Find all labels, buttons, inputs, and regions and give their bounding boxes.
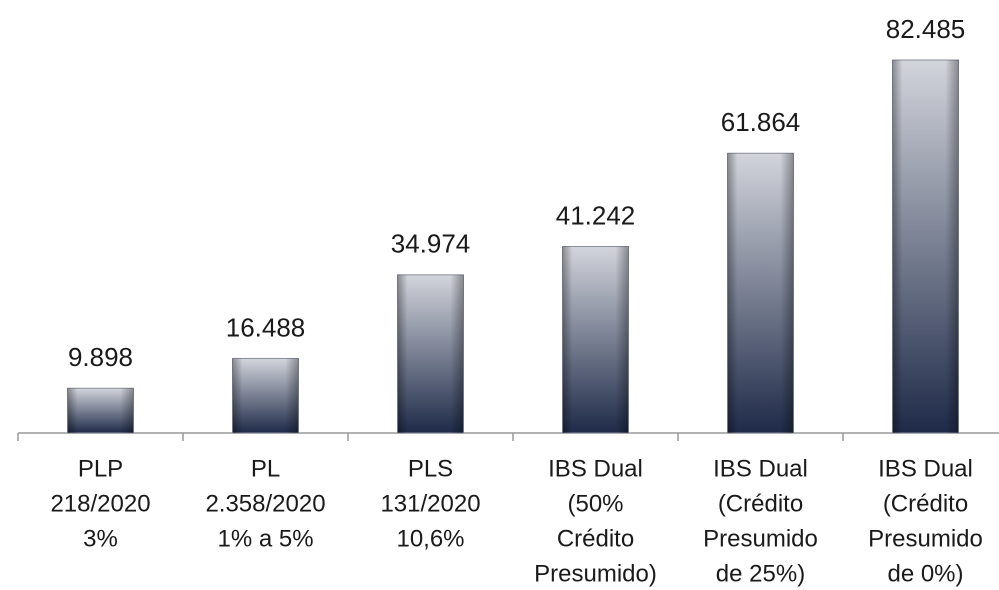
bar-shade: [67, 388, 134, 433]
category-label: 3%: [83, 525, 118, 552]
category-label: IBS Dual: [713, 455, 808, 482]
category-label: (Crédito: [883, 490, 968, 517]
category-label: Presumido: [703, 525, 818, 552]
bar-shade: [892, 60, 959, 433]
category-label: IBS Dual: [878, 455, 973, 482]
bar-shade: [562, 246, 629, 433]
category-label: de 0%): [887, 560, 963, 587]
value-label: 9.898: [68, 342, 133, 372]
category-label: 2.358/2020: [205, 490, 325, 517]
value-label: 34.974: [391, 229, 471, 259]
value-label: 16.488: [226, 312, 306, 342]
category-label: PLS: [408, 455, 453, 482]
bar-shade: [397, 274, 464, 433]
category-label: de 25%): [716, 560, 805, 587]
category-label: PLP: [78, 455, 123, 482]
category-label: Crédito: [557, 525, 634, 552]
value-label: 41.242: [556, 200, 636, 230]
category-label: (50%: [567, 490, 623, 517]
bar-shade: [232, 358, 299, 433]
category-label: 10,6%: [396, 525, 464, 552]
category-label: 131/2020: [380, 490, 480, 517]
value-label: 61.864: [721, 107, 801, 137]
category-label: (Crédito: [718, 490, 803, 517]
category-label: Presumido: [868, 525, 983, 552]
category-label: PL: [251, 455, 280, 482]
category-label: Presumido): [534, 560, 657, 587]
category-label: 218/2020: [50, 490, 150, 517]
bar-shade: [727, 153, 794, 433]
category-label: 1% a 5%: [217, 525, 313, 552]
value-label: 82.485: [886, 14, 966, 44]
category-label: IBS Dual: [548, 455, 643, 482]
